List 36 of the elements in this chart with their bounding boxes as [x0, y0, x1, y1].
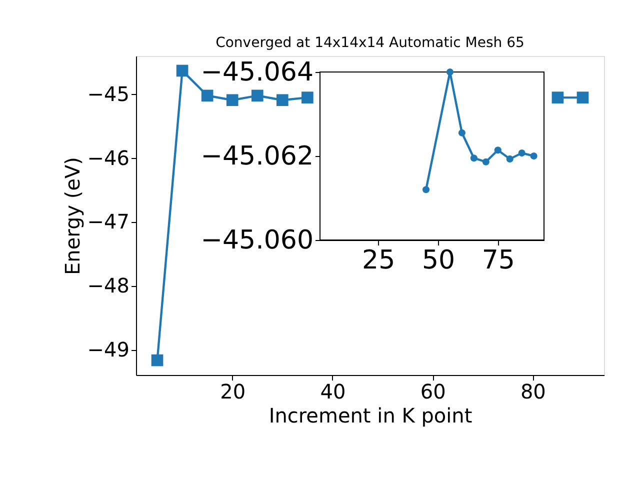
point [482, 158, 490, 166]
point [226, 94, 238, 106]
point [302, 92, 314, 104]
y-tick-label: −45.060 [200, 226, 314, 256]
point [201, 90, 214, 102]
point [251, 90, 264, 102]
point [458, 129, 466, 136]
point [518, 150, 526, 157]
x-tick-label: 50 [422, 246, 456, 276]
y-tick-label: −48 [87, 274, 130, 298]
point [506, 155, 514, 162]
point [446, 68, 454, 76]
point [176, 64, 188, 77]
point [151, 354, 164, 366]
point [422, 186, 430, 194]
point [530, 152, 538, 160]
x-tick-label: 20 [220, 380, 246, 404]
point [576, 92, 589, 104]
point [470, 154, 478, 162]
point [494, 146, 502, 154]
point [276, 94, 288, 106]
x-tick-label: 60 [420, 380, 446, 404]
x-axis-title: Increment in K point [268, 404, 472, 428]
y-tick-label: −45 [87, 82, 130, 106]
x-tick-label: 25 [362, 246, 396, 276]
chart-title: Converged at 14x14x14 Automatic Mesh 65 [216, 35, 524, 51]
y-axis-title: Energy (eV) [60, 157, 84, 275]
x-tick-label: 40 [320, 380, 346, 404]
y-tick-label: −49 [87, 338, 130, 362]
point [552, 92, 564, 104]
y-tick-label: −47 [87, 210, 130, 234]
x-tick-label: 80 [520, 380, 546, 404]
y-tick-label: −46 [87, 146, 130, 170]
y-tick-label: −45.064 [200, 58, 314, 88]
y-tick-label: −45.062 [200, 142, 314, 172]
x-tick-label: 75 [482, 246, 515, 276]
